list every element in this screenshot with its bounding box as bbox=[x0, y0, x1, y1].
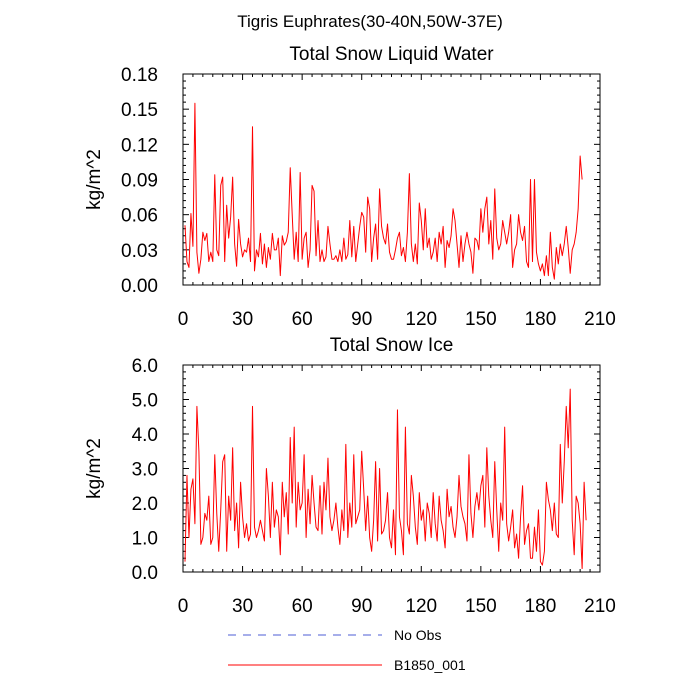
chart1-ytick-label: 3.0 bbox=[132, 460, 158, 481]
chart1-xtick-label: 30 bbox=[232, 596, 253, 617]
chart0-ytick-label: 0.06 bbox=[121, 206, 158, 227]
chart0-series-b1850-001 bbox=[184, 102, 583, 280]
chart1-xtick-label: 180 bbox=[525, 596, 557, 617]
chart0-xtick-label: 0 bbox=[178, 309, 189, 330]
chart1-series-b1850-001 bbox=[184, 388, 587, 570]
chart1-ytick-label: 5.0 bbox=[132, 391, 158, 412]
chart1-xtick-label: 90 bbox=[351, 596, 372, 617]
chart0-ytick-label: 0.00 bbox=[121, 276, 158, 297]
chart1-xtick-label: 60 bbox=[292, 596, 313, 617]
chart0-ylabel: kg/m^2 bbox=[84, 149, 105, 210]
chart1-xtick-label: 150 bbox=[465, 596, 497, 617]
chart0-ytick-label: 0.09 bbox=[121, 171, 158, 192]
chart1-ytick-label: 0.0 bbox=[132, 563, 158, 584]
chart0-xtick-label: 150 bbox=[465, 309, 497, 330]
panel-snow-ice: Total Snow Ice kg/m^2 0 30 60 90 120 150 180 210 0… bbox=[84, 335, 616, 617]
chart1-ytick-label: 4.0 bbox=[132, 425, 158, 446]
chart0-xtick-label: 210 bbox=[584, 309, 616, 330]
chart0-xtick-label: 90 bbox=[351, 309, 372, 330]
chart0-xtick-label: 120 bbox=[405, 309, 437, 330]
chart1-ylabel: kg/m^2 bbox=[84, 438, 105, 499]
chart1-ytick-label: 2.0 bbox=[132, 494, 158, 515]
chart0-xtick-label: 30 bbox=[232, 309, 253, 330]
chart0-xtick-label: 180 bbox=[525, 309, 557, 330]
chart0-ytick-label: 0.18 bbox=[121, 65, 158, 86]
chart1-xtick-label: 120 bbox=[405, 596, 437, 617]
chart0-ytick-label: 0.12 bbox=[121, 135, 158, 156]
chart0-ytick-label: 0.03 bbox=[121, 241, 158, 262]
chart0-frame bbox=[182, 73, 601, 286]
chart0-xtick-label: 60 bbox=[292, 309, 313, 330]
chart1-xtick-label: 210 bbox=[584, 596, 616, 617]
chart1-ytick-label: 6.0 bbox=[132, 356, 158, 377]
chart0-ytick-label: 0.15 bbox=[121, 100, 158, 121]
legend: No Obs B1850_001 bbox=[228, 627, 466, 673]
chart1-xtick-label: 0 bbox=[178, 596, 189, 617]
figure-title: Tigris Euphrates(30-40N,50W-37E) bbox=[237, 12, 503, 31]
chart1-ytick-label: 1.0 bbox=[132, 529, 158, 550]
panel-snow-liquid-water: Total Snow Liquid Water kg/m^2 0 30 60 90 120 1… bbox=[84, 44, 616, 330]
chart1-title: Total Snow Ice bbox=[330, 335, 454, 356]
legend-label-no-obs: No Obs bbox=[394, 627, 441, 643]
chart0-title: Total Snow Liquid Water bbox=[289, 44, 494, 65]
legend-label-b1850-001: B1850_001 bbox=[394, 657, 466, 673]
